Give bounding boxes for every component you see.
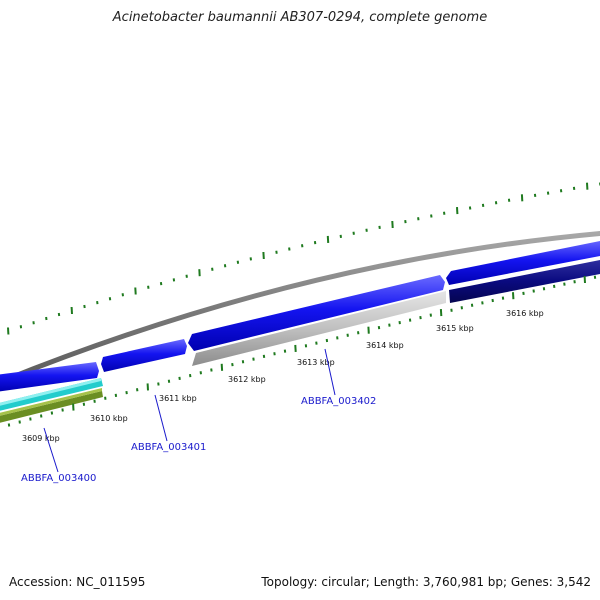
- olive-track-light: [0, 388, 102, 416]
- gene-leader-3400: [43, 427, 59, 473]
- inner-ruler: [7, 275, 597, 427]
- genome-summary-text: Topology: circular; Length: 3,760,981 bp…: [261, 575, 591, 589]
- reverse-cds-grey: [192, 291, 446, 366]
- tick-label-3612: 3612 kbp: [228, 375, 266, 384]
- accession-text: Accession: NC_011595: [9, 575, 146, 589]
- gene-label-abbfa-003400[interactable]: ABBFA_003400: [21, 473, 96, 484]
- backbone-track: [0, 230, 600, 385]
- outer-ruler: [7, 182, 600, 335]
- olive-track: [0, 391, 103, 423]
- forward-cds-3: [188, 275, 445, 351]
- tick-label-3615: 3615 kbp: [436, 324, 474, 333]
- genome-title: Acinetobacter baumannii AB307-0294, comp…: [112, 10, 488, 25]
- forward-cds-left: [0, 362, 99, 392]
- gene-leader-3402: [324, 348, 336, 396]
- forward-cds-2: [101, 339, 187, 372]
- forward-cds-4: [446, 241, 600, 285]
- tick-label-3614: 3614 kbp: [366, 341, 404, 350]
- tick-label-3613: 3613 kbp: [297, 358, 335, 367]
- gene-label-abbfa-003402[interactable]: ABBFA_003402: [301, 396, 376, 407]
- tick-label-3616: 3616 kbp: [506, 309, 544, 318]
- tick-label-3611: 3611 kbp: [159, 394, 197, 403]
- cyan-track-highlight: [0, 378, 101, 406]
- gene-leader-3401: [154, 394, 168, 442]
- forward-cds-dark: [449, 259, 600, 303]
- gene-label-abbfa-003401[interactable]: ABBFA_003401: [131, 442, 206, 453]
- tick-label-3610: 3610 kbp: [90, 414, 128, 423]
- tick-label-3609: 3609 kbp: [22, 434, 60, 443]
